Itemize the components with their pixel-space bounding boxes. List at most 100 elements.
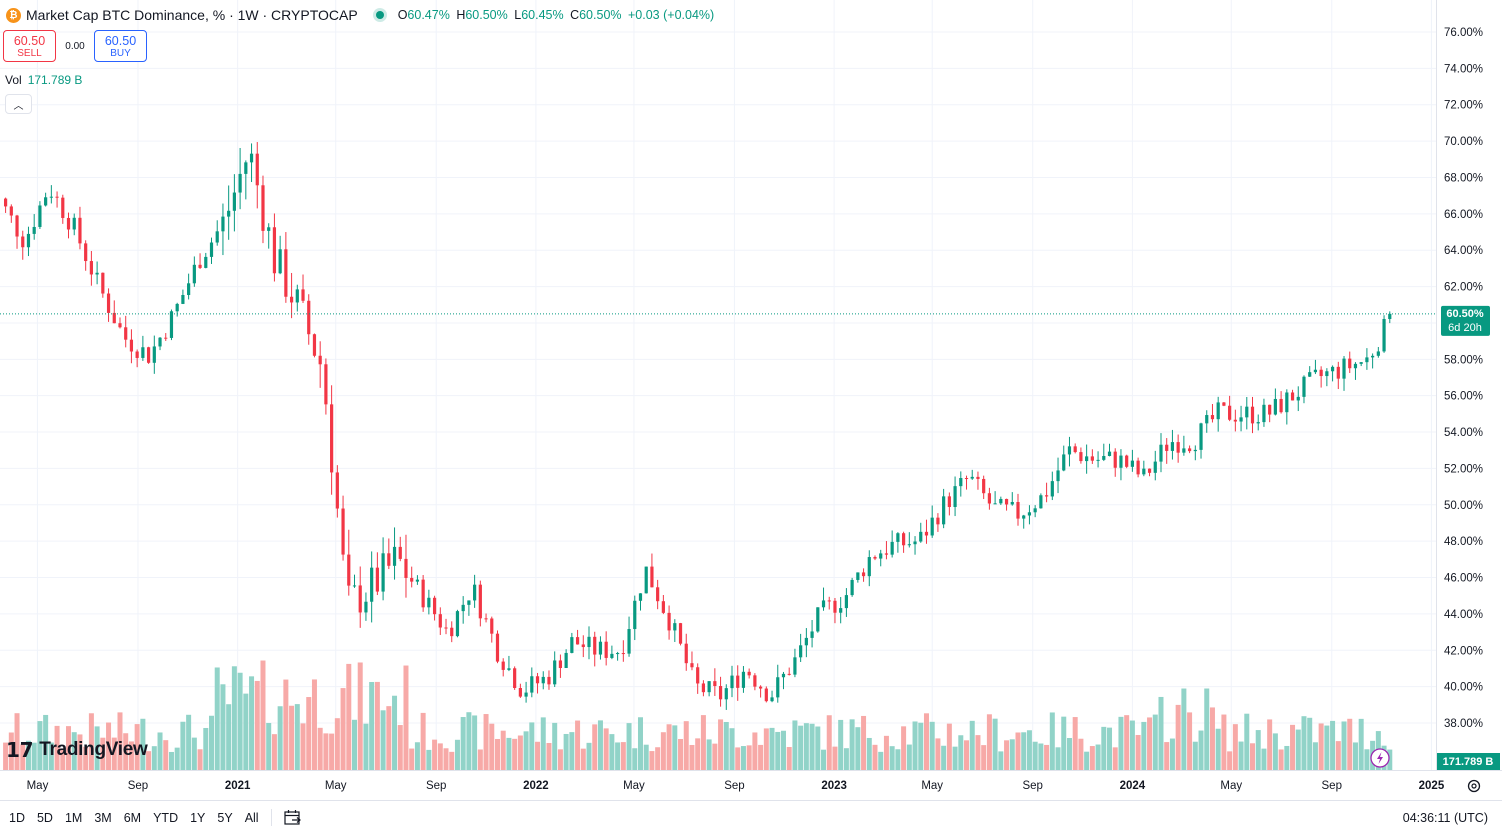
candle-body[interactable]: [1348, 358, 1352, 369]
candle-body[interactable]: [661, 601, 665, 613]
range-button-3m[interactable]: 3M: [94, 811, 112, 825]
candle-body[interactable]: [238, 173, 242, 193]
candle-body[interactable]: [1136, 460, 1140, 475]
candle-body[interactable]: [821, 600, 826, 608]
candle-body[interactable]: [249, 153, 254, 163]
candle-body[interactable]: [890, 541, 894, 555]
candle-body[interactable]: [272, 227, 277, 274]
candle-body[interactable]: [364, 601, 368, 613]
candle-body[interactable]: [638, 593, 643, 601]
candle-body[interactable]: [575, 637, 580, 645]
candle-body[interactable]: [61, 197, 65, 218]
candle-body[interactable]: [953, 486, 957, 508]
candle-body[interactable]: [66, 217, 71, 230]
candle-body[interactable]: [919, 531, 923, 542]
candle-body[interactable]: [44, 197, 48, 206]
candle-body[interactable]: [324, 364, 328, 405]
buy-button[interactable]: 60.50 BUY: [94, 30, 147, 62]
candle-body[interactable]: [1250, 406, 1255, 424]
candle-body[interactable]: [1056, 470, 1060, 482]
candle-body[interactable]: [558, 660, 563, 669]
candle-body[interactable]: [747, 671, 751, 676]
candle-body[interactable]: [1044, 495, 1049, 497]
candle-body[interactable]: [1107, 451, 1112, 456]
candle-body[interactable]: [135, 351, 139, 358]
candle-body[interactable]: [1330, 366, 1335, 372]
candle-body[interactable]: [678, 623, 683, 644]
candle-body[interactable]: [1359, 362, 1363, 364]
symbol-title[interactable]: Market Cap BTC Dominance, % · 1W · CRYPT…: [26, 7, 358, 23]
candle-body[interactable]: [1022, 515, 1026, 519]
candle-body[interactable]: [1382, 318, 1386, 352]
candle-body[interactable]: [896, 533, 900, 542]
candle-body[interactable]: [444, 627, 448, 629]
candle-body[interactable]: [278, 249, 282, 274]
candle-body[interactable]: [358, 585, 362, 613]
candle-body[interactable]: [987, 493, 991, 504]
candle-body[interactable]: [884, 553, 889, 555]
candle-body[interactable]: [1182, 448, 1186, 453]
candle-body[interactable]: [1222, 402, 1226, 406]
candle-body[interactable]: [724, 688, 728, 700]
candle-body[interactable]: [610, 653, 614, 658]
candle-body[interactable]: [644, 566, 648, 594]
candle-body[interactable]: [1308, 372, 1312, 377]
candle-body[interactable]: [1147, 468, 1152, 473]
candle-body[interactable]: [289, 296, 294, 303]
tradingview-logo[interactable]: 17 TradingView: [6, 738, 148, 762]
candle-body[interactable]: [55, 196, 59, 198]
candle-body[interactable]: [330, 404, 334, 473]
candle-body[interactable]: [770, 697, 774, 702]
candle-body[interactable]: [490, 618, 494, 634]
candle-body[interactable]: [175, 303, 179, 312]
candle-body[interactable]: [564, 652, 568, 669]
candle-body[interactable]: [375, 567, 379, 592]
candle-body[interactable]: [730, 675, 734, 689]
candle-body[interactable]: [1228, 405, 1232, 420]
candle-body[interactable]: [381, 553, 385, 592]
candle-body[interactable]: [1313, 369, 1318, 373]
candle-body[interactable]: [32, 226, 36, 234]
candle-body[interactable]: [690, 663, 694, 668]
candle-body[interactable]: [1187, 448, 1192, 452]
candle-body[interactable]: [318, 355, 322, 365]
candle-body[interactable]: [1125, 455, 1129, 467]
candle-body[interactable]: [1096, 459, 1100, 461]
range-button-1d[interactable]: 1D: [9, 811, 25, 825]
candle-body[interactable]: [999, 498, 1003, 504]
candle-body[interactable]: [1365, 357, 1369, 363]
candle-body[interactable]: [284, 249, 288, 297]
candle-body[interactable]: [432, 597, 437, 615]
candle-body[interactable]: [541, 676, 545, 684]
candle-body[interactable]: [1245, 406, 1249, 418]
candle-body[interactable]: [301, 289, 305, 301]
candle-body[interactable]: [873, 557, 877, 559]
candle-body[interactable]: [335, 472, 339, 509]
candle-body[interactable]: [553, 660, 557, 685]
candle-body[interactable]: [215, 231, 219, 243]
candle-body[interactable]: [621, 653, 625, 655]
candle-body[interactable]: [1342, 358, 1346, 379]
candle-body[interactable]: [124, 327, 128, 340]
candle-body[interactable]: [924, 531, 929, 536]
candle-body[interactable]: [753, 675, 757, 687]
candle-body[interactable]: [164, 337, 168, 339]
candle-body[interactable]: [146, 347, 151, 363]
candle-body[interactable]: [1119, 455, 1123, 468]
candle-body[interactable]: [982, 478, 986, 494]
candle-body[interactable]: [861, 572, 866, 577]
candle-body[interactable]: [993, 503, 997, 505]
candle-body[interactable]: [1285, 392, 1289, 413]
candle-body[interactable]: [1113, 451, 1117, 468]
candle-body[interactable]: [312, 334, 317, 356]
candle-body[interactable]: [370, 567, 374, 602]
candle-body[interactable]: [438, 614, 442, 628]
candle-body[interactable]: [392, 546, 397, 566]
calendar-range-icon[interactable]: [284, 809, 302, 826]
candle-body[interactable]: [1039, 495, 1043, 509]
candle-body[interactable]: [1325, 371, 1329, 377]
candle-body[interactable]: [1210, 415, 1215, 420]
candle-body[interactable]: [1296, 396, 1300, 401]
candle-body[interactable]: [1102, 455, 1106, 460]
candle-body[interactable]: [530, 676, 534, 693]
